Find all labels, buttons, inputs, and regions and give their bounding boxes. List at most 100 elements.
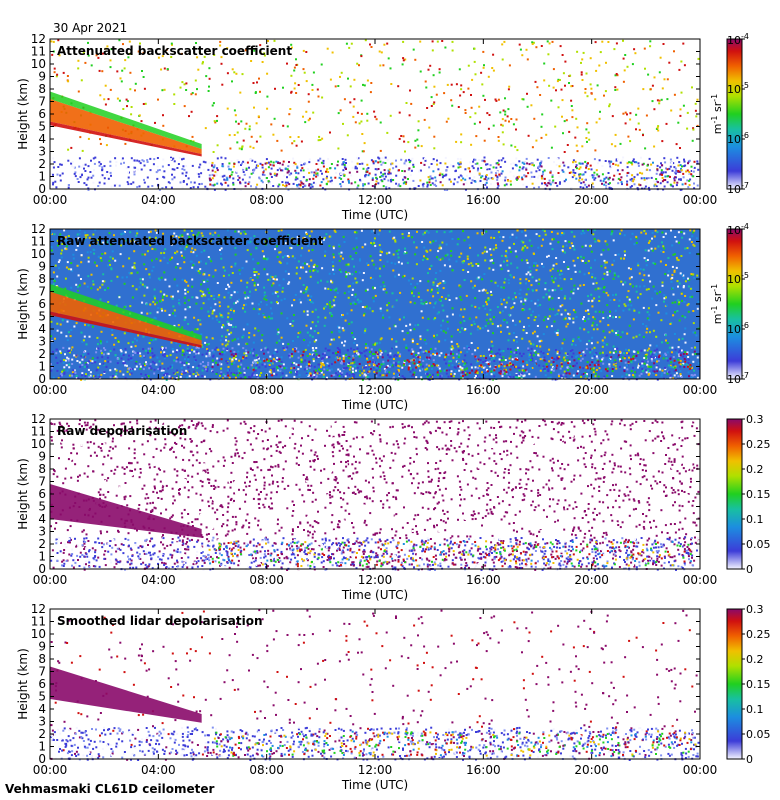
colorbar: 10-7 10-6 10-5 10-4 m-1 sr-1 — [710, 32, 749, 196]
x-tick-label: 16:00 — [466, 193, 501, 207]
x-tick-label: 04:00 — [141, 763, 176, 777]
colorbar-tick-label: 10-4 — [727, 32, 749, 47]
panel-title: Raw attenuated backscatter coefficient — [57, 234, 324, 248]
colorbar-tick-label: 0.2 — [746, 653, 764, 666]
x-tick-label: 04:00 — [141, 383, 176, 397]
cloud-layer-core — [50, 311, 202, 348]
colorbar: 0 0.05 0.1 0.15 0.2 0.25 0.3 — [726, 413, 771, 576]
colorbar-tick-label: 0.2 — [746, 463, 764, 476]
y-tick-label: 2 — [38, 727, 46, 741]
y-tick-label: 12 — [31, 32, 46, 46]
y-tick-label: 4 — [38, 322, 46, 336]
heatmap-texture — [50, 39, 700, 191]
y-axis-label: Height (km) — [16, 458, 30, 529]
colorbar-tick-label: 10-5 — [727, 271, 749, 286]
cloud-layer-core — [50, 121, 202, 157]
colorbar-gradient — [726, 608, 743, 760]
colorbar-tick-label: 0.1 — [746, 513, 764, 526]
y-tick-label: 0 — [38, 562, 46, 576]
footer-label: Vehmasmaki CL61D ceilometer — [5, 782, 214, 796]
y-tick-label: 6 — [38, 487, 46, 501]
colorbar-unit-label: m-1 sr-1 — [710, 94, 724, 134]
y-tick-label: 10 — [31, 627, 46, 641]
cloud-layer — [50, 666, 202, 723]
colorbar-gradient — [726, 228, 743, 380]
x-tick-label: 08:00 — [249, 193, 284, 207]
y-tick-label: 6 — [38, 677, 46, 691]
y-tick-label: 10 — [31, 57, 46, 71]
y-tick-label: 7 — [38, 665, 46, 679]
y-tick-label: 2 — [38, 157, 46, 171]
x-tick-label: 00:00 — [683, 383, 718, 397]
y-tick-label: 6 — [38, 297, 46, 311]
x-axis-label: Time (UTC) — [341, 778, 408, 792]
colorbar-tick-label: 10-7 — [727, 371, 749, 386]
x-tick-label: 04:00 — [141, 193, 176, 207]
x-tick-label: 16:00 — [466, 763, 501, 777]
chart-panel-1: Attenuated backscatter coefficient012345… — [16, 32, 749, 222]
y-tick-label: 4 — [38, 132, 46, 146]
y-tick-label: 12 — [31, 222, 46, 236]
y-tick-label: 8 — [38, 82, 46, 96]
x-tick-label: 00:00 — [33, 383, 68, 397]
y-tick-label: 1 — [38, 550, 46, 564]
colorbar-tick-label: 0.3 — [746, 413, 764, 426]
x-tick-label: 08:00 — [249, 383, 284, 397]
colorbar-tick-label: 0.3 — [746, 603, 764, 616]
heatmap-texture — [50, 419, 700, 571]
y-tick-label: 3 — [38, 145, 46, 159]
y-tick-label: 2 — [38, 347, 46, 361]
x-tick-label: 16:00 — [466, 383, 501, 397]
x-tick-label: 20:00 — [574, 193, 609, 207]
colorbar-tick-label: 0.25 — [746, 628, 771, 641]
colorbar-tick-label: 0.05 — [746, 728, 771, 741]
heatmap-texture — [50, 229, 700, 381]
cloud-layer-edge — [50, 91, 202, 149]
x-tick-label: 16:00 — [466, 573, 501, 587]
x-tick-label: 00:00 — [683, 573, 718, 587]
y-tick-label: 3 — [38, 335, 46, 349]
x-axis-label: Time (UTC) — [341, 208, 408, 222]
y-tick-label: 1 — [38, 170, 46, 184]
colorbar-tick-label: 10-6 — [727, 321, 749, 336]
colorbar-gradient — [726, 418, 743, 570]
y-tick-label: 12 — [31, 412, 46, 426]
y-axis-label: Height (km) — [16, 268, 30, 339]
colorbar: 10-7 10-6 10-5 10-4 m-1 sr-1 — [710, 222, 749, 386]
y-tick-label: 7 — [38, 475, 46, 489]
colorbar: 0 0.05 0.1 0.15 0.2 0.25 0.3 — [726, 603, 771, 766]
cloud-layer — [50, 484, 202, 538]
y-tick-label: 9 — [38, 640, 46, 654]
y-tick-label: 2 — [38, 537, 46, 551]
y-tick-label: 9 — [38, 70, 46, 84]
y-tick-label: 9 — [38, 450, 46, 464]
y-tick-label: 11 — [31, 45, 46, 59]
plot-area — [50, 419, 700, 569]
y-tick-label: 5 — [38, 120, 46, 134]
cloud-layer-edge — [50, 284, 202, 341]
x-axis-label: Time (UTC) — [341, 398, 408, 412]
colorbar-tick-label: 0.1 — [746, 703, 764, 716]
x-tick-label: 20:00 — [574, 763, 609, 777]
panel-title: Raw depolarisation — [57, 424, 187, 438]
colorbar-tick-label: 10-7 — [727, 181, 749, 196]
y-tick-label: 5 — [38, 310, 46, 324]
y-tick-label: 0 — [38, 752, 46, 766]
y-axis-label: Height (km) — [16, 78, 30, 149]
y-tick-label: 8 — [38, 652, 46, 666]
y-tick-label: 7 — [38, 285, 46, 299]
y-tick-label: 1 — [38, 360, 46, 374]
colorbar-tick-label: 0 — [746, 753, 753, 766]
colorbar-tick-label: 10-5 — [727, 81, 749, 96]
panel-title: Smoothed lidar depolarisation — [57, 614, 263, 628]
x-tick-label: 12:00 — [358, 763, 393, 777]
date-label: 30 Apr 2021 — [53, 21, 127, 35]
x-tick-label: 00:00 — [683, 763, 718, 777]
x-tick-label: 00:00 — [33, 573, 68, 587]
y-tick-label: 3 — [38, 525, 46, 539]
y-tick-label: 11 — [31, 615, 46, 629]
y-tick-label: 4 — [38, 512, 46, 526]
colorbar-tick-label: 10-4 — [727, 222, 749, 237]
y-tick-label: 9 — [38, 260, 46, 274]
